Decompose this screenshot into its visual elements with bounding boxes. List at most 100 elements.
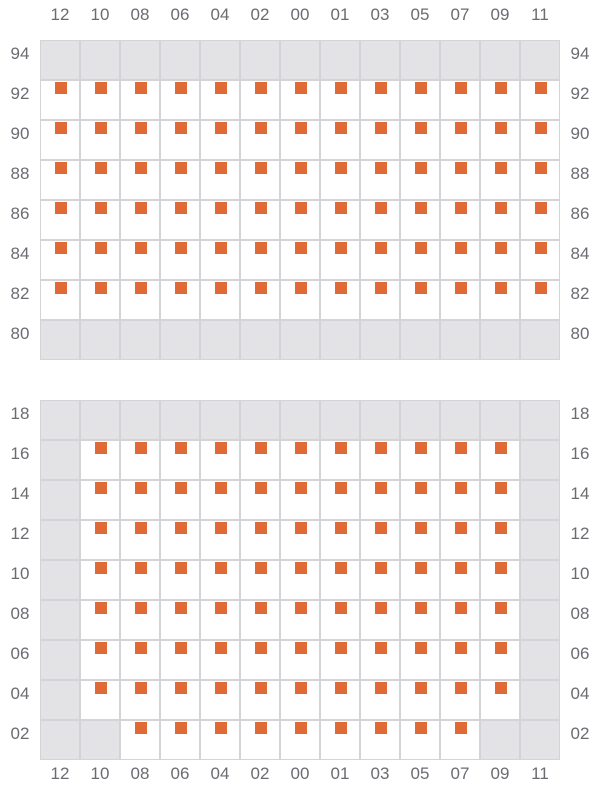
seat-cell[interactable] [320, 120, 360, 160]
seat-cell[interactable] [40, 200, 80, 240]
seat-cell[interactable] [240, 440, 280, 480]
seat-cell[interactable] [240, 720, 280, 760]
seat-cell[interactable] [440, 680, 480, 720]
seat-cell[interactable] [400, 200, 440, 240]
seat-cell[interactable] [80, 560, 120, 600]
seat-cell[interactable] [120, 680, 160, 720]
seat-cell[interactable] [120, 480, 160, 520]
seat-cell[interactable] [400, 640, 440, 680]
seat-cell[interactable] [360, 280, 400, 320]
seat-cell[interactable] [440, 80, 480, 120]
seat-cell[interactable] [360, 200, 400, 240]
seat-cell[interactable] [160, 80, 200, 120]
seat-cell[interactable] [200, 120, 240, 160]
seat-cell[interactable] [320, 440, 360, 480]
seat-cell[interactable] [280, 680, 320, 720]
seat-cell[interactable] [80, 480, 120, 520]
seat-cell[interactable] [160, 280, 200, 320]
seat-cell[interactable] [160, 640, 200, 680]
seat-cell[interactable] [400, 240, 440, 280]
seat-cell[interactable] [520, 160, 560, 200]
seat-cell[interactable] [360, 440, 400, 480]
seat-cell[interactable] [240, 560, 280, 600]
seat-cell[interactable] [440, 440, 480, 480]
seat-cell[interactable] [400, 80, 440, 120]
seat-cell[interactable] [120, 600, 160, 640]
seat-cell[interactable] [240, 80, 280, 120]
seat-cell[interactable] [320, 560, 360, 600]
seat-cell[interactable] [480, 520, 520, 560]
seat-cell[interactable] [160, 600, 200, 640]
seat-cell[interactable] [80, 640, 120, 680]
seat-cell[interactable] [160, 120, 200, 160]
seat-cell[interactable] [440, 480, 480, 520]
seat-cell[interactable] [320, 680, 360, 720]
seat-cell[interactable] [320, 280, 360, 320]
seat-cell[interactable] [440, 640, 480, 680]
seat-cell[interactable] [200, 160, 240, 200]
seat-cell[interactable] [520, 280, 560, 320]
seat-cell[interactable] [160, 480, 200, 520]
seat-cell[interactable] [400, 480, 440, 520]
seat-cell[interactable] [200, 440, 240, 480]
seat-cell[interactable] [120, 440, 160, 480]
seat-cell[interactable] [480, 240, 520, 280]
seat-cell[interactable] [80, 600, 120, 640]
seat-cell[interactable] [160, 440, 200, 480]
seat-cell[interactable] [240, 480, 280, 520]
seat-cell[interactable] [240, 520, 280, 560]
seat-cell[interactable] [480, 280, 520, 320]
seat-cell[interactable] [440, 280, 480, 320]
seat-cell[interactable] [480, 200, 520, 240]
seat-cell[interactable] [400, 520, 440, 560]
seat-cell[interactable] [200, 680, 240, 720]
seat-cell[interactable] [320, 480, 360, 520]
seat-cell[interactable] [40, 160, 80, 200]
seat-cell[interactable] [80, 520, 120, 560]
seat-cell[interactable] [520, 120, 560, 160]
seat-cell[interactable] [320, 520, 360, 560]
seat-cell[interactable] [240, 160, 280, 200]
seat-cell[interactable] [320, 720, 360, 760]
seat-cell[interactable] [240, 120, 280, 160]
seat-cell[interactable] [40, 120, 80, 160]
seat-cell[interactable] [80, 200, 120, 240]
seat-cell[interactable] [400, 560, 440, 600]
seat-cell[interactable] [240, 640, 280, 680]
seat-cell[interactable] [200, 200, 240, 240]
seat-cell[interactable] [280, 120, 320, 160]
seat-cell[interactable] [160, 520, 200, 560]
seat-cell[interactable] [80, 680, 120, 720]
seat-cell[interactable] [360, 160, 400, 200]
seat-cell[interactable] [280, 640, 320, 680]
seat-cell[interactable] [400, 600, 440, 640]
seat-cell[interactable] [160, 160, 200, 200]
seat-cell[interactable] [520, 80, 560, 120]
seat-cell[interactable] [320, 160, 360, 200]
seat-cell[interactable] [440, 200, 480, 240]
seat-cell[interactable] [320, 80, 360, 120]
seat-cell[interactable] [480, 480, 520, 520]
seat-cell[interactable] [400, 160, 440, 200]
seat-cell[interactable] [320, 240, 360, 280]
seat-cell[interactable] [360, 80, 400, 120]
seat-cell[interactable] [200, 480, 240, 520]
seat-cell[interactable] [280, 200, 320, 240]
seat-cell[interactable] [80, 120, 120, 160]
seat-cell[interactable] [240, 600, 280, 640]
seat-cell[interactable] [80, 80, 120, 120]
seat-cell[interactable] [120, 560, 160, 600]
seat-cell[interactable] [240, 280, 280, 320]
seat-cell[interactable] [480, 160, 520, 200]
seat-cell[interactable] [280, 160, 320, 200]
seat-cell[interactable] [40, 240, 80, 280]
seat-cell[interactable] [400, 680, 440, 720]
seat-cell[interactable] [240, 200, 280, 240]
seat-cell[interactable] [280, 520, 320, 560]
seat-cell[interactable] [160, 560, 200, 600]
seat-cell[interactable] [520, 240, 560, 280]
seat-cell[interactable] [40, 80, 80, 120]
seat-cell[interactable] [200, 520, 240, 560]
seat-cell[interactable] [440, 160, 480, 200]
seat-cell[interactable] [80, 280, 120, 320]
